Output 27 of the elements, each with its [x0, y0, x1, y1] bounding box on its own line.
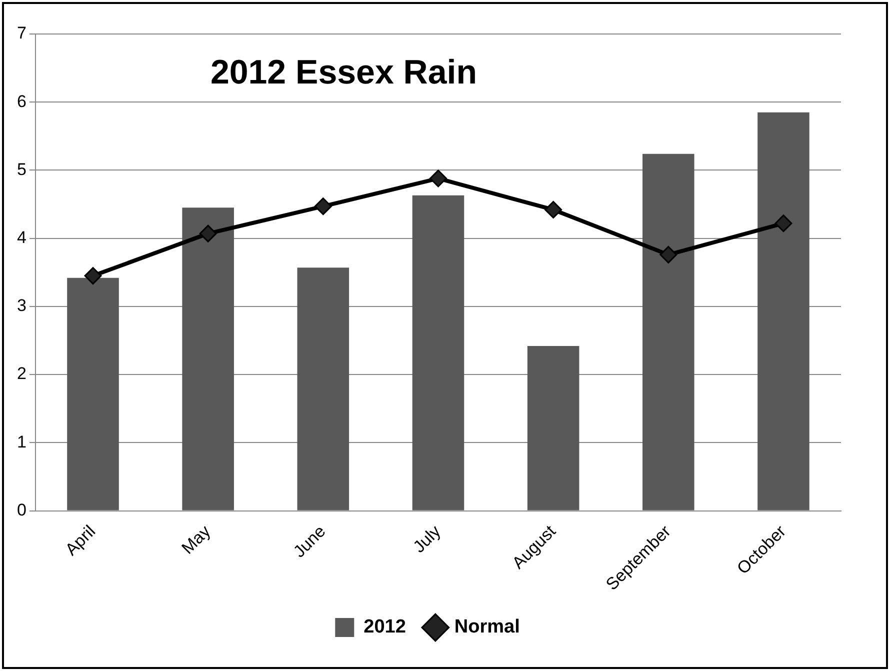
y-tick-label: 2 — [16, 364, 26, 384]
point — [199, 224, 217, 242]
y-tick-label: 6 — [16, 92, 26, 111]
bar — [758, 112, 810, 510]
y-tick-label: 0 — [16, 500, 26, 520]
bar — [297, 268, 350, 510]
point — [660, 246, 678, 264]
point — [429, 170, 447, 188]
y-tick-label: 4 — [16, 228, 26, 248]
text: 2012 Essex Rain — [210, 53, 477, 92]
point — [314, 198, 332, 216]
bar — [412, 195, 464, 510]
x-tick-label: May — [178, 521, 215, 558]
legend-label: 2012 — [364, 616, 406, 638]
point — [774, 214, 792, 232]
bar — [527, 346, 580, 510]
y-tick-label: 5 — [16, 160, 26, 179]
y-tick-label: 3 — [16, 296, 26, 316]
legend-label: Normal — [454, 616, 520, 638]
point — [544, 200, 562, 218]
y-tick-label: 7 — [16, 24, 26, 43]
y-tick-label: 1 — [16, 432, 26, 452]
bar — [642, 154, 694, 510]
bar — [182, 208, 234, 510]
bar — [67, 278, 119, 510]
x-tick-label: July — [410, 521, 445, 557]
point — [84, 267, 102, 285]
